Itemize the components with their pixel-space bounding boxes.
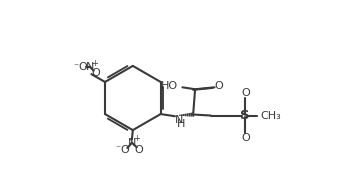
Text: N: N	[86, 62, 95, 72]
Text: CH₃: CH₃	[260, 111, 281, 121]
Text: H: H	[177, 119, 186, 129]
Text: O: O	[120, 145, 129, 155]
Text: N: N	[128, 138, 136, 148]
Text: HO: HO	[160, 81, 178, 91]
Text: O: O	[79, 62, 88, 72]
Text: N: N	[175, 115, 183, 125]
Text: O: O	[91, 68, 100, 78]
Text: O: O	[134, 145, 143, 155]
Text: ⁻: ⁻	[115, 145, 120, 155]
Text: O: O	[214, 81, 223, 91]
Text: S: S	[240, 109, 249, 122]
Text: O: O	[241, 133, 250, 143]
Text: ⁻: ⁻	[74, 62, 79, 72]
Text: +: +	[133, 134, 140, 143]
Text: +: +	[91, 59, 98, 68]
Text: O: O	[241, 88, 250, 98]
